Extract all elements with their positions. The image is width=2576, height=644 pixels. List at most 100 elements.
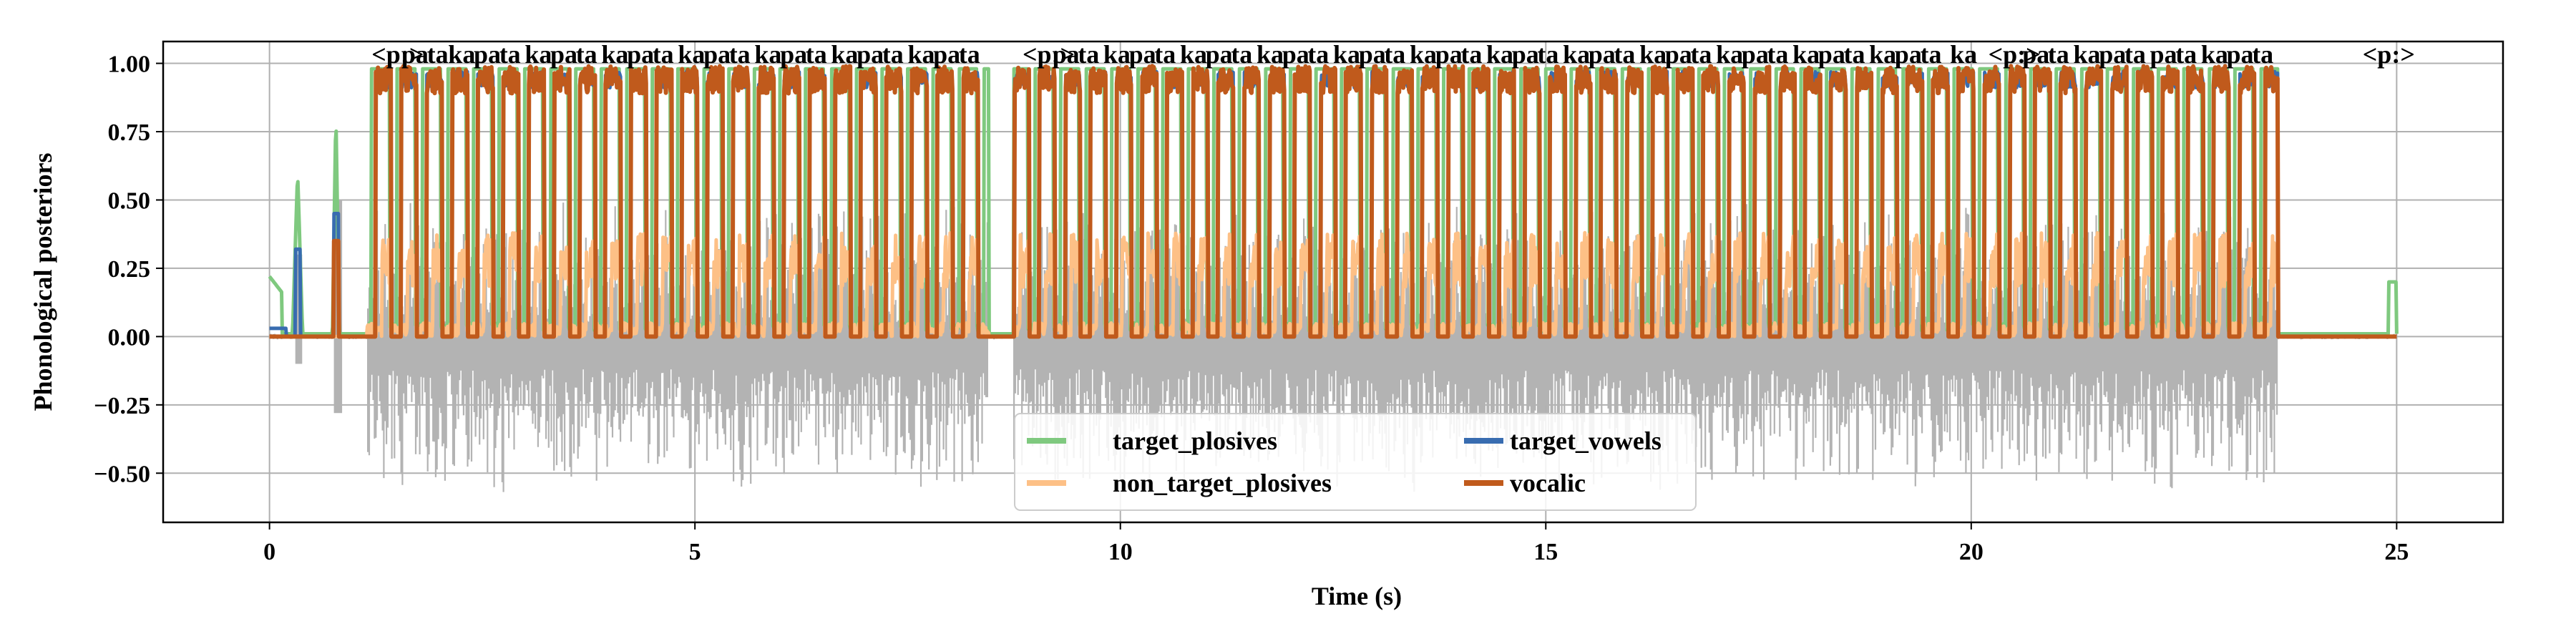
phone-label: pa (2099, 40, 2126, 69)
y-tick-label: −0.25 (94, 393, 150, 419)
phone-label: ka (1180, 40, 1207, 69)
phone-label: ka (1869, 40, 1896, 69)
phone-label: pa (1895, 40, 1922, 69)
legend-label-vocalic: vocalic (1510, 469, 1586, 497)
phone-label: pa (1359, 40, 1386, 69)
phone-label: ta (1307, 40, 1329, 69)
legend: target_plosives non_target_plosives targ… (1014, 413, 1697, 511)
phone-label: pa (1742, 40, 1769, 69)
phone-label: pa (2022, 40, 2049, 69)
phone-label: pa (474, 40, 501, 69)
phone-label: pa (401, 40, 429, 69)
phone-label: ka (908, 40, 935, 69)
phone-label: ta (653, 40, 674, 69)
phone-label: <p:> (2363, 40, 2415, 69)
x-tick-label: 5 (689, 539, 701, 565)
phone-label: ka (754, 40, 781, 69)
x-tick-label: 15 (1533, 539, 1558, 565)
phone-label: <p:> (371, 40, 424, 69)
phone-label: ta (1231, 40, 1252, 69)
phone-label: pa (933, 40, 960, 69)
phone-label: ta (1537, 40, 1558, 69)
phone-label: ka (678, 40, 705, 69)
phone-label: ka (1333, 40, 1360, 69)
phone-label: ka (525, 40, 552, 69)
y-axis-label: Phonological posteriors (29, 153, 57, 411)
plot-frame (162, 40, 2504, 524)
phone-label: pa (780, 40, 807, 69)
y-tick-label: 0.00 (108, 324, 151, 351)
phone-label: ta (1384, 40, 1405, 69)
phone-label: ta (2124, 40, 2146, 69)
phone-label: pa (1435, 40, 1463, 69)
phone-label: ka (2201, 40, 2228, 69)
x-tick-label: 10 (1108, 539, 1133, 565)
phone-label: pa (1129, 40, 1156, 69)
series-line-non-target-plosives (268, 230, 2398, 338)
phone-label: pa (1589, 40, 1616, 69)
phone-label: ta (1460, 40, 1482, 69)
phone-label: ka (1716, 40, 1743, 69)
phone-label: pa (1818, 40, 1845, 69)
x-axis-label: Time (s) (1312, 582, 1402, 610)
phone-label: pa (857, 40, 884, 69)
y-tick-label: 1.00 (108, 52, 151, 78)
series-line-vocalic (268, 64, 2399, 339)
phone-label: pa (627, 40, 654, 69)
legend-label-target-plosives: target_plosives (1113, 426, 1277, 455)
phone-label: ta (2252, 40, 2273, 69)
phone-label: pa (1206, 40, 1233, 69)
phone-label: ta (729, 40, 751, 69)
legend-label-target-vowels: target_vowels (1510, 426, 1662, 455)
phone-label: ta (1614, 40, 1635, 69)
phone-label: pa (1053, 40, 1080, 69)
x-tick-label: 20 (1959, 539, 1984, 565)
phone-label: ta (1690, 40, 1712, 69)
phone-label: ta (1844, 40, 1865, 69)
x-tick-label: 25 (2384, 539, 2409, 565)
legend-label-non-target-plosives: non_target_plosives (1113, 469, 1332, 497)
phone-label: ka (1257, 40, 1284, 69)
phone-label: ta (2048, 40, 2069, 69)
phone-label: ta (806, 40, 827, 69)
y-tick-label: 0.50 (108, 187, 151, 214)
phone-label: ta (1154, 40, 1176, 69)
phone-label: pa (1665, 40, 1692, 69)
legend-box (1014, 413, 1697, 511)
phone-label: pa (550, 40, 577, 69)
phone-label: ka (1792, 40, 1820, 69)
phone-label: pa (703, 40, 731, 69)
phone-label: pa (2227, 40, 2254, 69)
phone-label: ta (1767, 40, 1788, 69)
phone-label: ka (2074, 40, 2101, 69)
phone-label: ta (576, 40, 597, 69)
phone-label: pa (1282, 40, 1309, 69)
y-tick-label: 0.75 (108, 119, 151, 146)
phone-label: ta (499, 40, 521, 69)
phone-label: ka (1563, 40, 1590, 69)
phone-label: ta (959, 40, 980, 69)
phone-label: ta (2175, 40, 2197, 69)
phone-label: ka (1103, 40, 1131, 69)
phone-label: ka (1486, 40, 1513, 69)
x-tick-label: 0 (263, 539, 275, 565)
phone-label: pa (1512, 40, 1539, 69)
phone-label: ta (882, 40, 904, 69)
phone-label: ka (831, 40, 858, 69)
phone-label: <p:> (1023, 40, 1075, 69)
phone-label: ta (1078, 40, 1099, 69)
phone-label: ka (1639, 40, 1667, 69)
phone-label: pa (2150, 40, 2177, 69)
y-tick-label: −0.50 (94, 461, 150, 487)
phone-label: ta (427, 40, 449, 69)
phone-label: ka (1410, 40, 1437, 69)
axis-ticks: 0 5 10 15 20 25 −0.50 −0.25 0.00 0.25 0.50 0.75 1.00 (94, 52, 2409, 565)
y-tick-label: 0.25 (108, 256, 151, 283)
series-lines (268, 64, 2399, 339)
phone-label: ka (1950, 40, 1977, 69)
phone-label: ka (601, 40, 628, 69)
phone-label: ka (448, 40, 475, 69)
